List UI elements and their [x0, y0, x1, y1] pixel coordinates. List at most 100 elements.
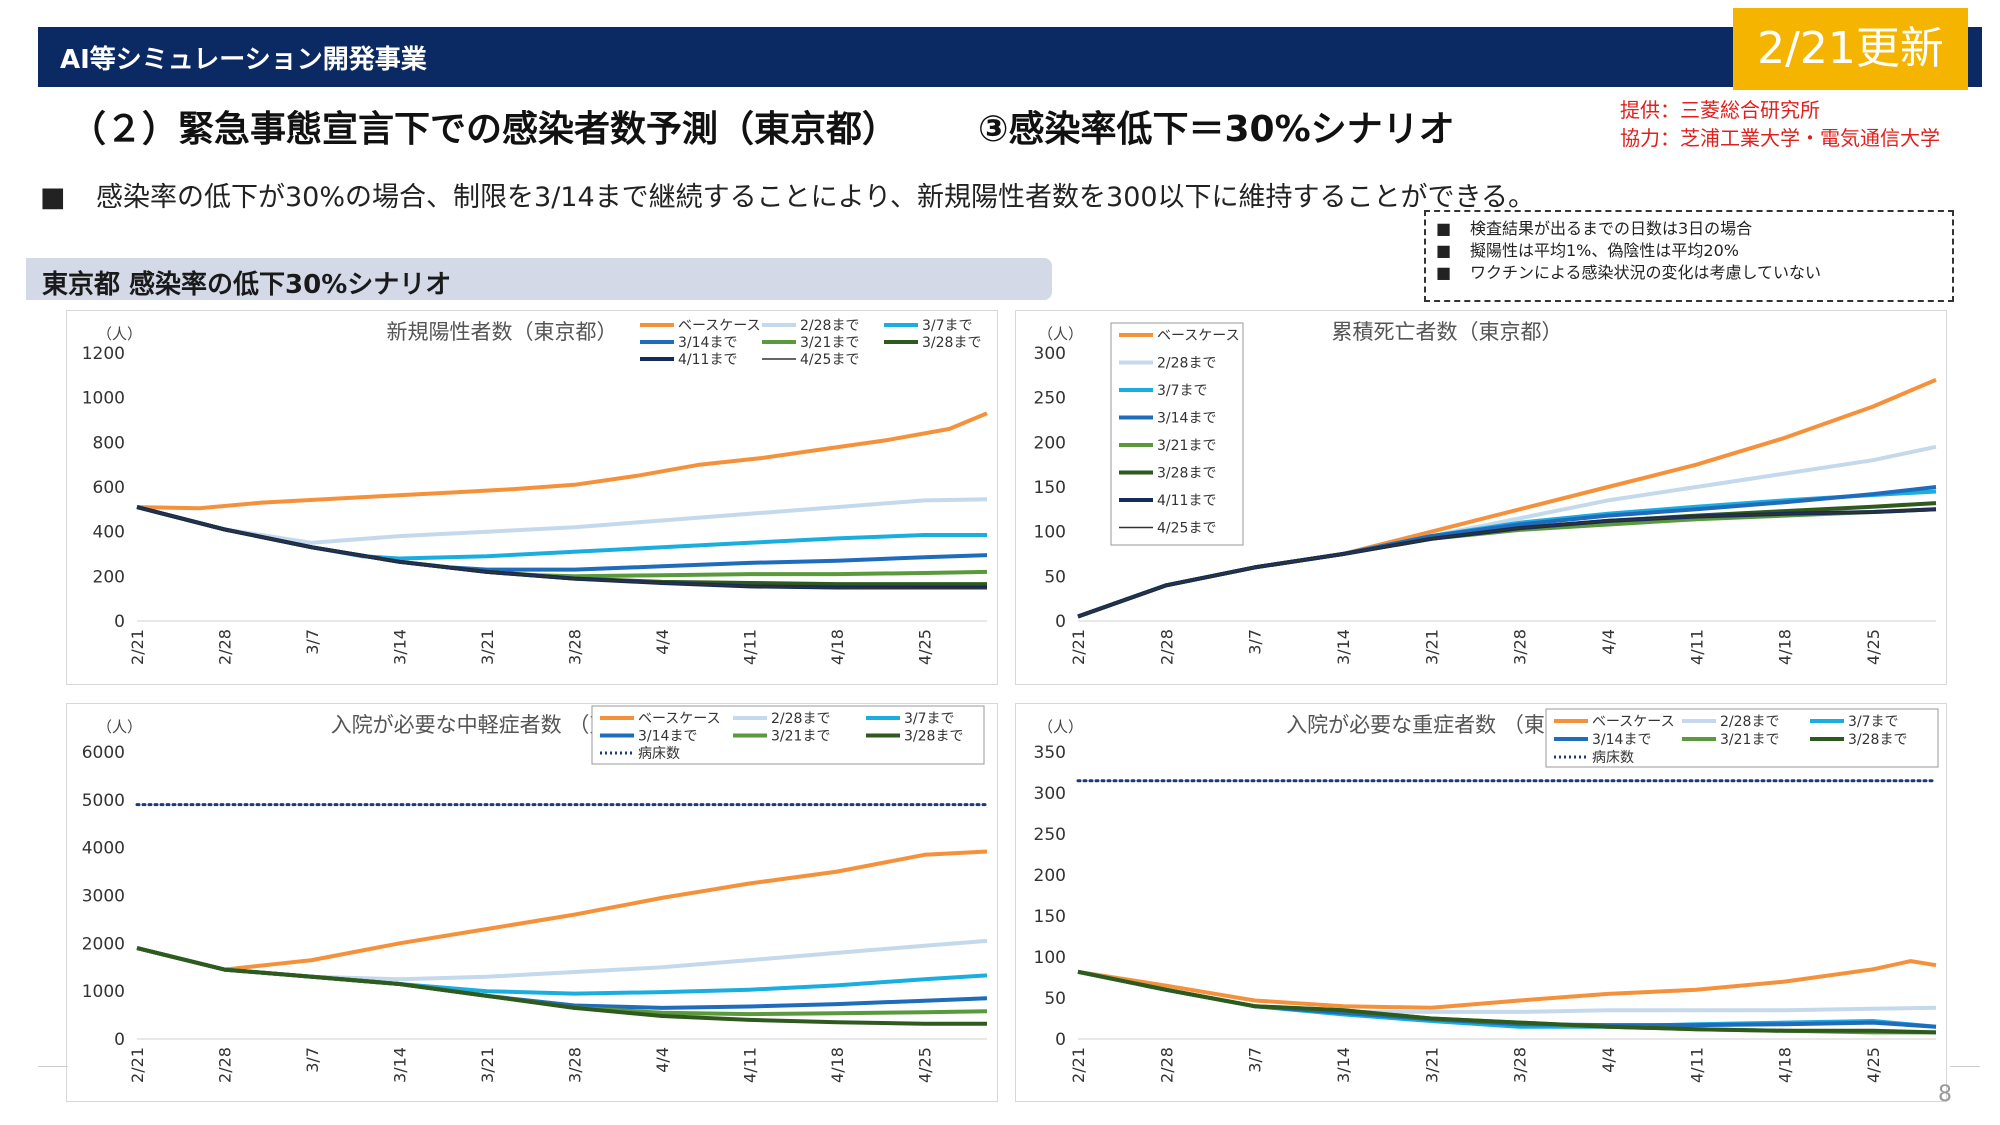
x-tick-label: 3/14: [391, 629, 410, 665]
series-line-4/25まで: [1077, 508, 1937, 618]
chart-cumulative-deaths: 累積死亡者数（東京都） （人） 0 50 100 150 200 250 300 2/21 2/28…: [1034, 320, 1937, 665]
x-tick-label: 3/21: [1422, 1047, 1441, 1083]
x-tick-label: 4/18: [1776, 629, 1795, 665]
y-tick-label: 250: [1034, 825, 1066, 845]
chart-panel-cumulative-deaths: 累積死亡者数（東京都） （人） 0 50 100 150 200 250 300 2/21 2/28…: [1015, 310, 1947, 685]
y-tick-label: 1000: [82, 389, 125, 409]
title-sub: ③感染率低下＝30%シナリオ: [978, 109, 1455, 150]
summary-bullet: ■ 感染率の低下が30%の場合、制限を3/14まで継続することにより、新規陽性者数…: [40, 175, 1535, 214]
credit-provider: 提供：三菱総合研究所: [1620, 98, 1820, 122]
x-tick-label: 4/11: [741, 629, 760, 665]
note-marker: ■: [1436, 241, 1452, 260]
series-line-3/7まで: [136, 505, 987, 561]
legend-label: 4/25まで: [1157, 521, 1216, 537]
chart-new-positives: 新規陽性者数（東京都） （人） 0 200 400 600 800 1000 1200 2/21 2…: [82, 313, 988, 665]
page-title: （２）緊急事態宣言下での感染者数予測（東京都） ③感染率低下＝30%シナリオ: [70, 100, 1455, 152]
y-tick-label: 350: [1034, 743, 1066, 763]
series-line-3/28まで: [136, 946, 987, 1026]
x-tick-label: 3/28: [1511, 1047, 1530, 1083]
series-line-3/21まで: [136, 505, 988, 579]
footer-line: [38, 1066, 68, 1067]
x-tick-label: 3/7: [1246, 1047, 1265, 1073]
y-tick-label: 400: [93, 523, 125, 543]
legend-label: 3/7まで: [922, 318, 973, 334]
y-tick-label: 200: [1034, 866, 1066, 886]
legend-label: 2/28まで: [800, 318, 859, 334]
x-tick-label: 3/14: [1334, 629, 1353, 665]
y-axis-unit: （人）: [1038, 718, 1083, 736]
legend-label: 3/14まで: [1592, 732, 1651, 748]
x-tick-label: 4/25: [916, 1047, 935, 1083]
x-tick-label: 4/25: [916, 629, 935, 665]
series-line-3/28まで: [1077, 969, 1937, 1035]
x-tick-label: 2/21: [128, 629, 147, 665]
x-tick-label: 4/4: [1599, 1047, 1618, 1073]
note-item: ■ 擬陽性は平均1%、偽陰性は平均20%: [1436, 240, 1942, 262]
legend-label: 3/28まで: [1157, 466, 1216, 482]
note-item: ■ 検査結果が出るまでの日数は3日の場合: [1436, 218, 1942, 240]
legend-label: 3/7まで: [1157, 383, 1208, 399]
legend-label: 3/7まで: [1848, 714, 1899, 730]
y-tick-label: 50: [1044, 567, 1066, 587]
credit-cooperation: 協力：芝浦工業大学・電気通信大学: [1620, 126, 1940, 150]
y-tick-label: 50: [1044, 989, 1066, 1009]
note-marker: ■: [1436, 219, 1452, 238]
x-tick-label: 2/28: [216, 629, 235, 665]
series-line-ベースケース: [1077, 959, 1937, 1010]
update-badge: 2/21更新: [1733, 8, 1968, 90]
legend-label: ベースケース: [1157, 328, 1240, 344]
y-tick-label: 1200: [82, 344, 125, 364]
series-line-2/28まで: [136, 497, 988, 545]
legend-label: 2/28まで: [1720, 714, 1779, 730]
legend-label: 病床数: [638, 746, 680, 762]
x-tick-label: 4/4: [653, 629, 672, 655]
y-tick-label: 5000: [82, 791, 125, 811]
chart-panel-severe-cases: 入院が必要な重症者数 （東京都） （人） 0 50 100 150 200 250 300 350…: [1015, 703, 1947, 1102]
y-tick-label: 0: [114, 1030, 125, 1050]
x-tick-label: 2/28: [216, 1047, 235, 1083]
legend-label: 3/14まで: [638, 729, 697, 745]
chart-title: 累積死亡者数（東京都）: [1332, 320, 1563, 344]
x-tick-label: 4/11: [1687, 629, 1706, 665]
y-tick-label: 150: [1034, 907, 1066, 927]
y-tick-label: 150: [1034, 478, 1066, 498]
y-tick-label: 100: [1034, 523, 1066, 543]
x-tick-label: 3/7: [1246, 629, 1265, 655]
x-tick-label: 4/25: [1864, 1047, 1883, 1083]
x-tick-label: 4/18: [1776, 1047, 1795, 1083]
chart-panel-moderate-cases: 入院が必要な中軽症者数 （東京都） （人） 0 1000 2000 3000 4000 500…: [66, 703, 998, 1102]
x-tick-label: 3/28: [566, 1047, 585, 1083]
legend-label: 3/28まで: [922, 335, 981, 351]
note-item: ■ ワクチンによる感染状況の変化は考慮していない: [1436, 262, 1942, 284]
series-line-4/25まで: [136, 506, 987, 590]
x-tick-label: 2/28: [1157, 1047, 1176, 1083]
x-tick-label: 4/11: [1687, 1047, 1706, 1083]
title-main: （２）緊急事態宣言下での感染者数予測（東京都）: [70, 109, 899, 150]
y-tick-label: 300: [1034, 344, 1066, 364]
y-tick-label: 2000: [82, 934, 125, 954]
series-line-ベースケース: [136, 849, 988, 972]
x-tick-label: 4/18: [828, 629, 847, 665]
legend-label: ベースケース: [1592, 714, 1675, 730]
y-tick-label: 200: [93, 567, 125, 587]
legend-label: 3/21まで: [1157, 438, 1216, 454]
section-label-bar: 東京都 感染率の低下30%シナリオ: [26, 258, 1052, 300]
legend-label: 病床数: [1592, 750, 1634, 766]
x-tick-label: 3/21: [478, 629, 497, 665]
note-marker: ■: [1436, 263, 1452, 282]
note-text: 検査結果が出るまでの日数は3日の場合: [1470, 219, 1753, 238]
legend-label: 3/21まで: [800, 335, 859, 351]
legend-label: 4/11まで: [678, 352, 737, 368]
header-bar: AI等シミュレーション開発事業: [38, 27, 1982, 87]
y-tick-label: 0: [1055, 612, 1066, 632]
legend-label: 3/21まで: [1720, 732, 1779, 748]
summary-text: 感染率の低下が30%の場合、制限を3/14まで継続することにより、新規陽性者数を…: [96, 182, 1536, 213]
x-tick-label: 4/11: [741, 1047, 760, 1083]
y-tick-label: 6000: [82, 743, 125, 763]
y-tick-label: 4000: [82, 839, 125, 859]
legend-label: 3/28まで: [904, 729, 963, 745]
x-tick-label: 3/28: [566, 629, 585, 665]
note-text: ワクチンによる感染状況の変化は考慮していない: [1470, 263, 1822, 282]
